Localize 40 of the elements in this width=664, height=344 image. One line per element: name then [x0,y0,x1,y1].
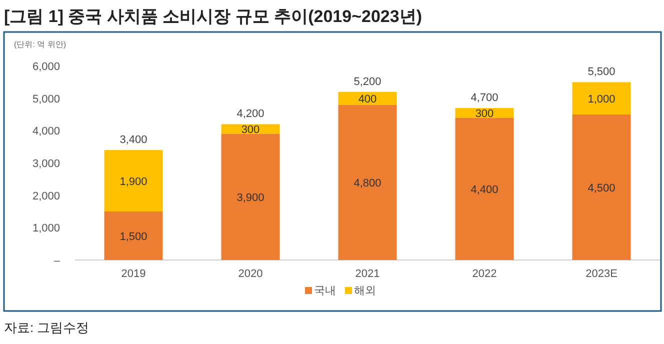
total-label: 5,200 [354,76,382,88]
data-label: 4,400 [470,184,498,196]
bar [338,104,397,260]
bar [572,82,631,114]
data-label: 1,900 [120,176,148,188]
y-tick-label: 5,000 [32,93,60,106]
x-tick-label: 2023E [586,268,618,280]
data-label: 3,900 [236,192,264,204]
text: 자료: 그림수정 [4,320,90,335]
data-label: 300 [241,124,260,136]
total-label: 4,700 [470,92,498,104]
total-label: 3,400 [120,134,148,146]
bar [104,212,163,260]
bar [221,134,280,260]
data-label: 400 [358,93,377,106]
total-label: 5,500 [588,66,616,78]
x-tick-label: 2021 [355,268,380,280]
data-label: 1,500 [120,230,148,243]
y-tick-label: 6,000 [32,61,60,73]
data-label: 1,000 [588,93,616,106]
data-label: 4,800 [354,177,382,190]
y-tick-label: – [54,255,61,267]
y-tick-label: 4,000 [32,126,60,138]
data-label: 4,500 [588,182,616,194]
x-tick-label: 2019 [121,268,146,280]
legend-label: 해외 [354,285,376,297]
chart-title: [그림 1] 중국 사치품 소비시장 규모 추이(2019~2023년) [4,7,422,26]
bar [338,92,397,105]
text: (단위: 억 위안) [14,40,66,49]
bar [104,150,163,212]
x-tick-label: 2020 [238,268,263,280]
y-tick-label: 3,000 [32,158,60,170]
data-label: 300 [475,108,494,120]
y-tick-label: 2,000 [32,190,60,202]
bar [455,118,514,260]
y-tick-label: 1,000 [32,222,60,235]
bar [572,114,631,260]
total-label: 4,200 [236,108,264,120]
legend-label: 국내 [314,285,336,297]
x-tick-label: 2022 [472,268,497,280]
